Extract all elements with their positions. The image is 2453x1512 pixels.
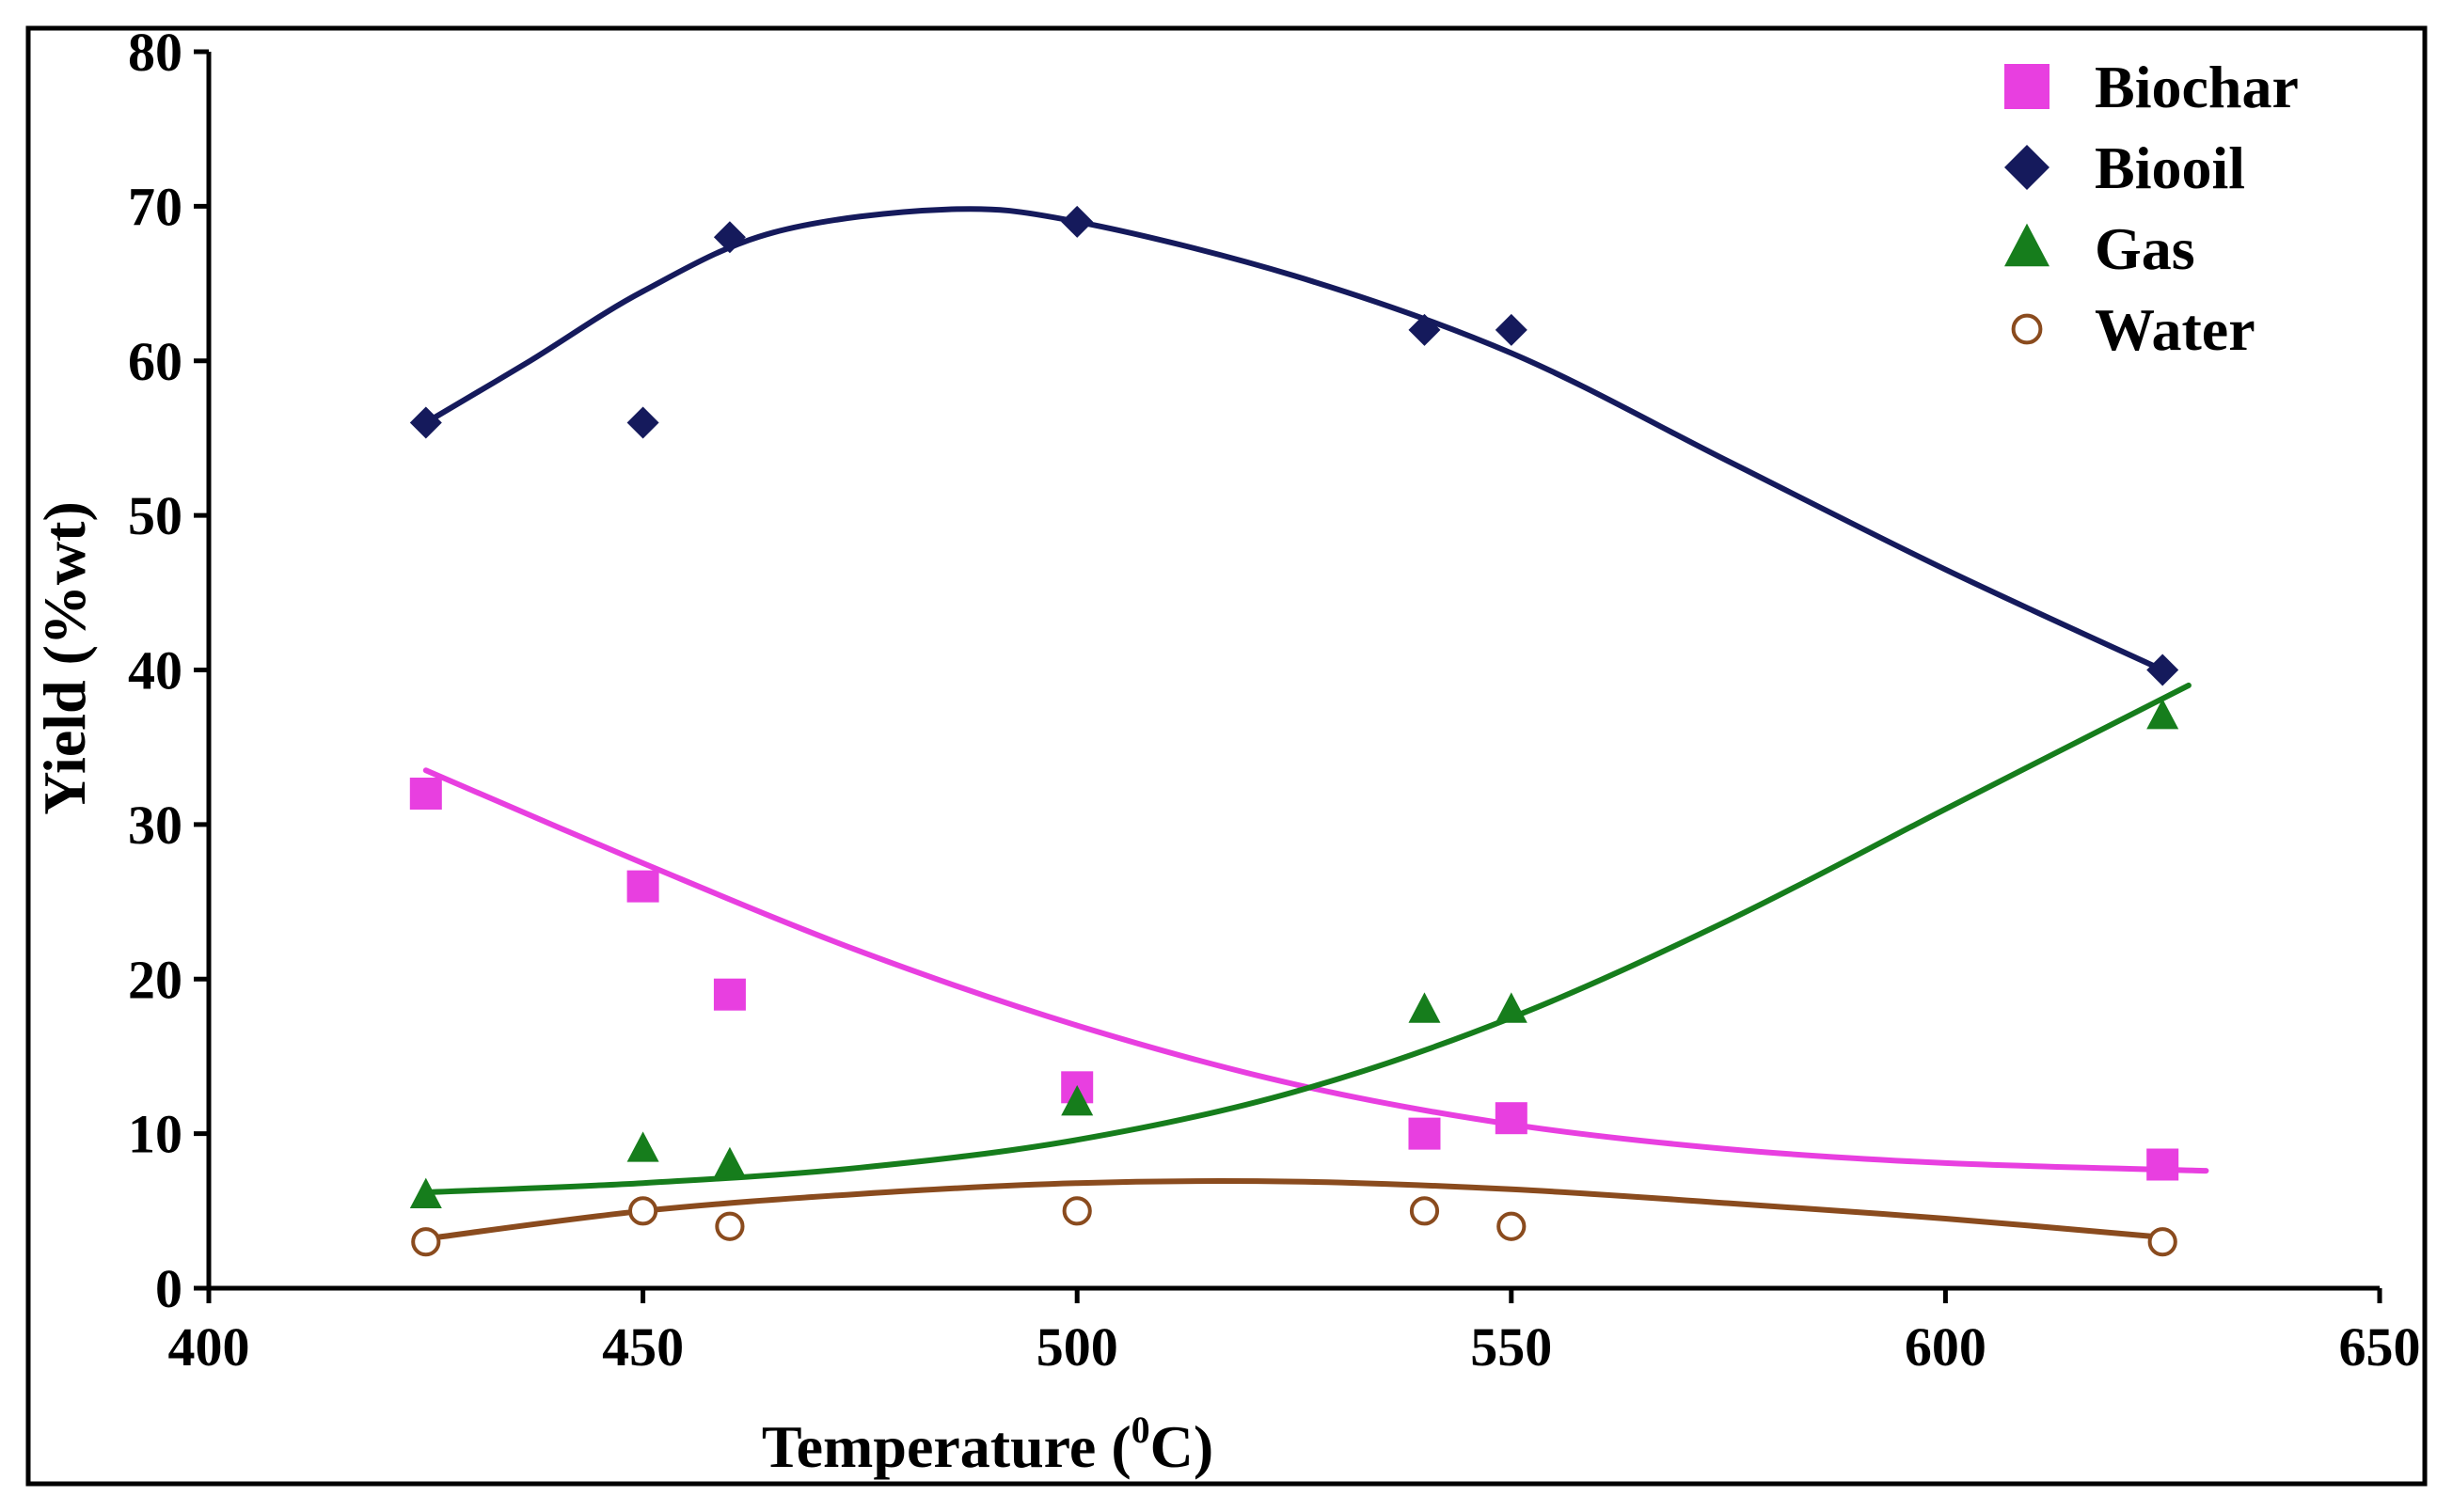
chart-frame — [25, 25, 2428, 1487]
legend-biochar-label: Biochar — [2095, 54, 2299, 120]
x-axis-title-suffix: C) — [1150, 1413, 1214, 1480]
water-data-point — [1409, 1196, 1440, 1226]
legend-biochar-marker — [2004, 64, 2049, 109]
y-tick-label: 40 — [128, 640, 182, 701]
legend: Biochar Biooil Gas Water — [2004, 54, 2299, 363]
biooil-data-point — [1495, 313, 1527, 346]
water-data-point — [1062, 1196, 1092, 1226]
biochar-data-point — [2146, 1148, 2179, 1181]
gas-trend-line — [422, 682, 2192, 1196]
x-axis-title-prefix: Temperature ( — [762, 1413, 1132, 1480]
biooil-data-point — [626, 406, 659, 439]
biochar-data-point — [713, 978, 746, 1011]
biochar-data-point — [626, 870, 659, 903]
x-axis-title-superscript: 0 — [1132, 1409, 1150, 1451]
legend-gas-marker — [2004, 223, 2049, 267]
biooil-data-point — [409, 406, 442, 439]
gas-data-point — [1061, 1085, 1094, 1116]
water-data-point — [411, 1227, 441, 1257]
biooil-trend-line — [422, 206, 2166, 673]
tick-labels-layer: 400 450 500 550 600 650 0 10 20 30 40 50 60 70 80 — [128, 22, 2421, 1378]
gas-data-point — [1495, 992, 1527, 1023]
legend-gas-label: Gas — [2095, 215, 2195, 282]
water-trend-line — [422, 1178, 2166, 1242]
x-tick-label: 600 — [1905, 1316, 1986, 1378]
water-data-point — [628, 1196, 658, 1226]
y-tick-label: 10 — [128, 1104, 182, 1165]
water-data-point — [715, 1211, 745, 1241]
gas-data-point — [626, 1131, 659, 1162]
trend-lines-layer — [422, 206, 2209, 1242]
biooil-data-point — [2146, 654, 2179, 686]
gas-data-point — [713, 1146, 746, 1178]
x-tick-label: 650 — [2339, 1316, 2421, 1378]
x-tick-label: 450 — [602, 1316, 684, 1378]
y-tick-label: 30 — [128, 795, 182, 856]
biochar-data-point — [409, 778, 442, 810]
biochar-trend-line — [422, 767, 2209, 1174]
water-data-point — [2147, 1227, 2177, 1257]
gas-data-point — [409, 1177, 442, 1208]
y-axis-title: Yield (%wt) — [31, 501, 98, 815]
y-tick-label: 60 — [128, 331, 182, 392]
legend-water-marker — [2011, 313, 2043, 345]
biochar-data-point — [1408, 1117, 1441, 1150]
biooil-data-point — [713, 221, 746, 254]
biooil-data-point — [1061, 205, 1094, 238]
gas-data-point — [1408, 992, 1441, 1023]
x-axis-title: Temperature (0C) — [762, 1409, 1213, 1480]
legend-water-label: Water — [2095, 296, 2255, 363]
legend-biooil-label: Biooil — [2095, 134, 2245, 201]
x-tick-label: 550 — [1470, 1316, 1552, 1378]
y-tick-label: 50 — [128, 485, 182, 546]
y-tick-label: 80 — [128, 22, 182, 83]
x-tick-label: 400 — [168, 1316, 250, 1378]
gas-data-point — [2146, 699, 2179, 730]
y-tick-label: 20 — [128, 949, 182, 1010]
legend-biooil-marker — [2004, 145, 2049, 190]
biooil-data-point — [1408, 313, 1441, 346]
water-data-point — [1496, 1211, 1527, 1241]
axes-layer — [194, 49, 2382, 1303]
y-tick-label: 0 — [155, 1258, 182, 1319]
y-tick-label: 70 — [128, 176, 182, 237]
x-tick-label: 500 — [1037, 1316, 1118, 1378]
biochar-data-point — [1495, 1102, 1527, 1135]
markers-layer — [409, 205, 2179, 1257]
